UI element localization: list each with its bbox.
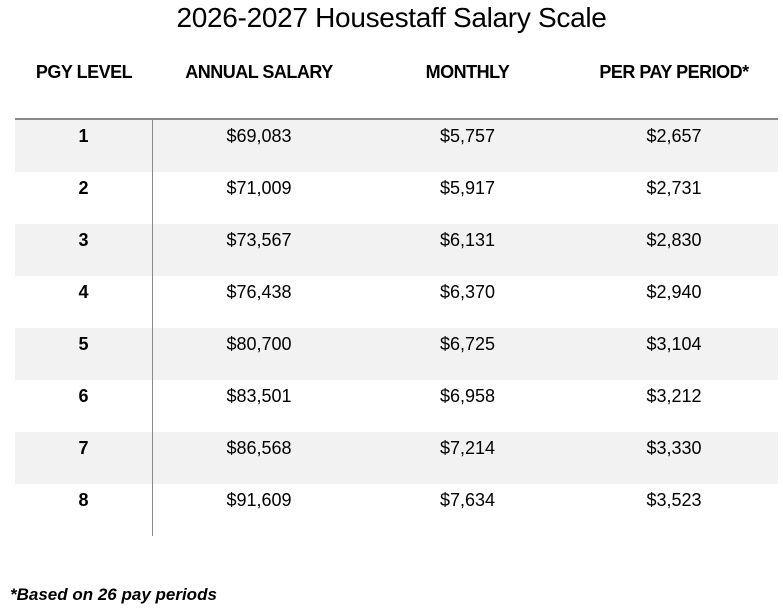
monthly-cell: $7,634 <box>439 490 496 510</box>
table-row: 8 $91,609 $7,634 $3,523 <box>15 484 778 536</box>
per-pay-period-cell: $3,212 <box>646 386 702 406</box>
per-pay-period-cell: $2,731 <box>646 178 702 198</box>
table-row: 1 $69,083 $5,757 $2,657 <box>15 120 778 172</box>
table-row: 3 $73,567 $6,131 $2,830 <box>15 224 778 276</box>
monthly-cell: $5,757 <box>439 126 496 146</box>
column-header-annual-salary: ANNUAL SALARY <box>185 62 333 82</box>
table-row: 5 $80,700 $6,725 $3,104 <box>15 328 778 380</box>
annual-salary-cell: $86,568 <box>226 438 292 458</box>
pgy-level-cell: 5 <box>15 328 153 380</box>
annual-salary-cell: $71,009 <box>226 178 292 198</box>
table-row: 6 $83,501 $6,958 $3,212 <box>15 380 778 432</box>
column-header-pgy-level: PGY LEVEL <box>35 62 133 82</box>
annual-salary-cell: $91,609 <box>226 490 292 510</box>
pgy-level-cell: 6 <box>15 380 153 432</box>
pgy-level-cell: 7 <box>15 432 153 484</box>
pgy-level-cell: 4 <box>15 276 153 328</box>
table-row: 2 $71,009 $5,917 $2,731 <box>15 172 778 224</box>
footnote: *Based on 26 pay periods <box>10 585 217 604</box>
monthly-cell: $6,131 <box>439 230 496 250</box>
table-header-row: PGY LEVEL ANNUAL SALARY MONTHLY PER PAY … <box>15 62 778 82</box>
pgy-level-cell: 3 <box>15 224 153 276</box>
pgy-level-cell: 8 <box>15 484 153 536</box>
monthly-cell: $7,214 <box>439 438 496 458</box>
per-pay-period-cell: $3,523 <box>646 490 702 510</box>
monthly-cell: $5,917 <box>439 178 496 198</box>
column-header-monthly: MONTHLY <box>425 62 510 82</box>
page-title: 2026-2027 Housestaff Salary Scale <box>176 2 607 33</box>
per-pay-period-cell: $3,104 <box>646 334 702 354</box>
annual-salary-cell: $76,438 <box>226 282 292 302</box>
annual-salary-cell: $80,700 <box>226 334 292 354</box>
annual-salary-cell: $69,083 <box>226 126 292 146</box>
monthly-cell: $6,370 <box>439 282 496 302</box>
per-pay-period-cell: $2,940 <box>646 282 702 302</box>
annual-salary-cell: $73,567 <box>226 230 292 250</box>
per-pay-period-cell: $3,330 <box>646 438 702 458</box>
annual-salary-cell: $83,501 <box>226 386 292 406</box>
per-pay-period-cell: $2,657 <box>646 126 702 146</box>
salary-table: 1 $69,083 $5,757 $2,657 2 $71,009 $5,917… <box>15 118 778 536</box>
column-header-per-pay-period: PER PAY PERIOD* <box>599 62 749 82</box>
per-pay-period-cell: $2,830 <box>646 230 702 250</box>
table-row: 4 $76,438 $6,370 $2,940 <box>15 276 778 328</box>
monthly-cell: $6,958 <box>439 386 496 406</box>
monthly-cell: $6,725 <box>439 334 496 354</box>
pgy-level-cell: 2 <box>15 172 153 224</box>
pgy-level-cell: 1 <box>15 120 153 172</box>
table-row: 7 $86,568 $7,214 $3,330 <box>15 432 778 484</box>
